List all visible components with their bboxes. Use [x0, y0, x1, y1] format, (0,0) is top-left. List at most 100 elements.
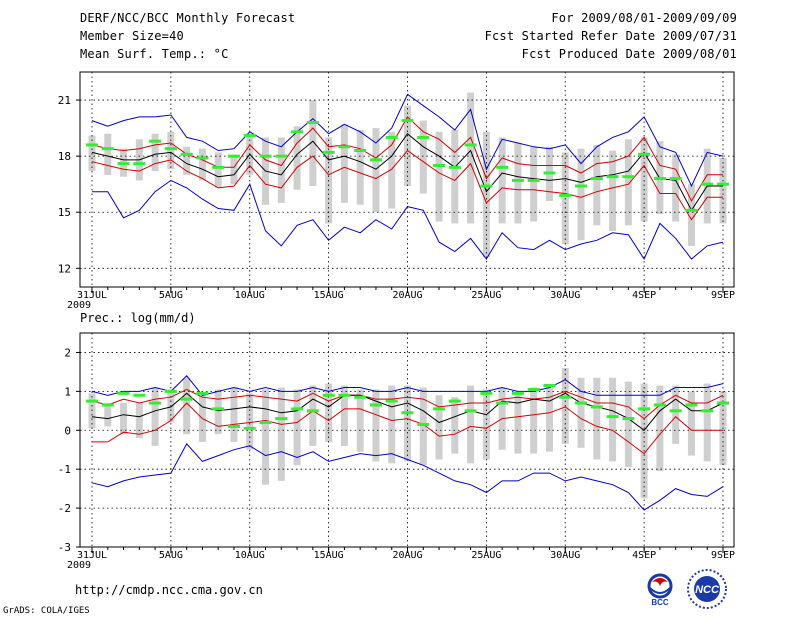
spread-box: [230, 387, 238, 442]
spread-box: [277, 137, 285, 203]
spread-box: [104, 403, 112, 427]
x-tick-label: 25AUG: [471, 550, 501, 561]
spread-box: [451, 129, 459, 224]
observed-marker: [417, 135, 430, 139]
spread-box: [372, 128, 380, 213]
y-tick-label: 21: [58, 94, 71, 107]
observed-marker: [227, 424, 240, 428]
x-tick-label: 31JUL: [77, 550, 107, 561]
observed-marker: [685, 403, 698, 407]
produced-date: Fcst Produced Date 2009/08/01: [521, 47, 737, 61]
observed-marker: [669, 177, 682, 181]
observed-marker: [653, 403, 666, 407]
series-lower-line: [91, 149, 723, 221]
y-tick-label: 15: [58, 206, 71, 219]
spread-box: [719, 158, 727, 224]
member-size: Member Size=40: [80, 29, 184, 43]
observed-marker: [275, 417, 288, 421]
spread-box: [467, 385, 475, 464]
observed-marker: [164, 147, 177, 151]
observed-marker: [511, 391, 524, 395]
observed-marker: [101, 147, 114, 151]
observed-marker: [527, 178, 540, 182]
x-tick-label: 25AUG: [471, 290, 501, 301]
observed-marker: [275, 154, 288, 158]
series-mean-line: [91, 132, 723, 212]
series-lower-line: [92, 402, 723, 455]
spread-box: [404, 105, 411, 187]
observed-marker: [480, 391, 493, 395]
spread-box: [435, 395, 443, 460]
observed-marker: [338, 145, 351, 149]
spread-box: [703, 383, 711, 462]
spread-box: [672, 154, 680, 222]
series-min-line: [91, 443, 724, 511]
y-tick-label: -2: [58, 502, 71, 515]
source-url[interactable]: http://cmdp.ncc.cma.gov.cn: [75, 583, 263, 597]
spread-box: [309, 385, 317, 446]
observed-marker: [322, 393, 335, 397]
observed-marker: [385, 135, 398, 139]
spread-box: [609, 150, 617, 231]
observed-marker: [717, 182, 729, 186]
observed-marker: [117, 391, 130, 395]
observed-marker: [575, 184, 588, 188]
y-tick-label: 2: [64, 346, 71, 359]
variable-label: Mean Surf. Temp.: °C: [80, 47, 229, 61]
observed-marker: [590, 405, 603, 409]
start-date: Fcst Started Refer Date 2009/07/31: [484, 29, 737, 43]
observed-marker: [243, 134, 256, 138]
observed-marker: [385, 399, 398, 403]
observed-marker: [638, 152, 651, 156]
observed-marker: [480, 184, 493, 188]
spread-box: [135, 403, 143, 439]
spread-box: [356, 389, 364, 452]
observed-marker: [117, 162, 130, 166]
observed-marker: [606, 415, 619, 419]
spread-box: [120, 403, 128, 435]
x-tick-label: 5AUG: [159, 290, 183, 301]
y-tick-label: 18: [58, 150, 71, 163]
observed-marker: [306, 120, 319, 124]
spread-box: [419, 120, 427, 194]
x-tick-label: 4SEP: [632, 290, 656, 301]
spread-box: [624, 381, 632, 468]
x-tick-label: 20AUG: [392, 550, 422, 561]
spread-box: [514, 143, 522, 224]
x-year-label: 2009: [67, 300, 91, 311]
series-mean-line: [91, 392, 724, 431]
series-max-line: [91, 93, 724, 188]
spread-box: [656, 385, 664, 472]
observed-marker: [496, 165, 509, 169]
spread-box: [104, 133, 112, 175]
observed-marker: [196, 391, 209, 395]
x-tick-label: 30AUG: [550, 290, 580, 301]
ncc-logo-text: NCC: [695, 584, 720, 596]
spread-box: [530, 387, 538, 454]
series-max-line: [91, 375, 724, 396]
observed-marker: [559, 395, 572, 399]
observed-marker: [653, 177, 666, 181]
spread-box: [388, 131, 396, 209]
panel-prec: -3 -2 -1 0 1 2 31JUL 5AUG 10AUG 15AUG 20AUG 25AUG 30…: [58, 311, 735, 571]
x-tick-label: 30AUG: [550, 550, 580, 561]
observed-marker: [227, 154, 240, 158]
x-tick-label: 15AUG: [314, 290, 344, 301]
spread-box: [167, 131, 175, 170]
spread-box: [293, 389, 301, 466]
x-tick-label: 15AUG: [314, 550, 344, 561]
observed-marker: [464, 143, 477, 147]
observed-marker: [559, 193, 572, 197]
spread-box: [372, 389, 380, 462]
observed-marker: [180, 152, 193, 156]
spread-box: [593, 377, 601, 460]
observed-marker: [701, 182, 714, 186]
observed-marker: [717, 401, 729, 405]
observed-marker: [133, 393, 146, 397]
y-tick-label: 12: [58, 262, 71, 275]
observed-marker: [527, 387, 540, 391]
y-tick-label: -3: [58, 541, 71, 554]
spread-box: [277, 387, 285, 481]
spread-box: [262, 389, 270, 485]
